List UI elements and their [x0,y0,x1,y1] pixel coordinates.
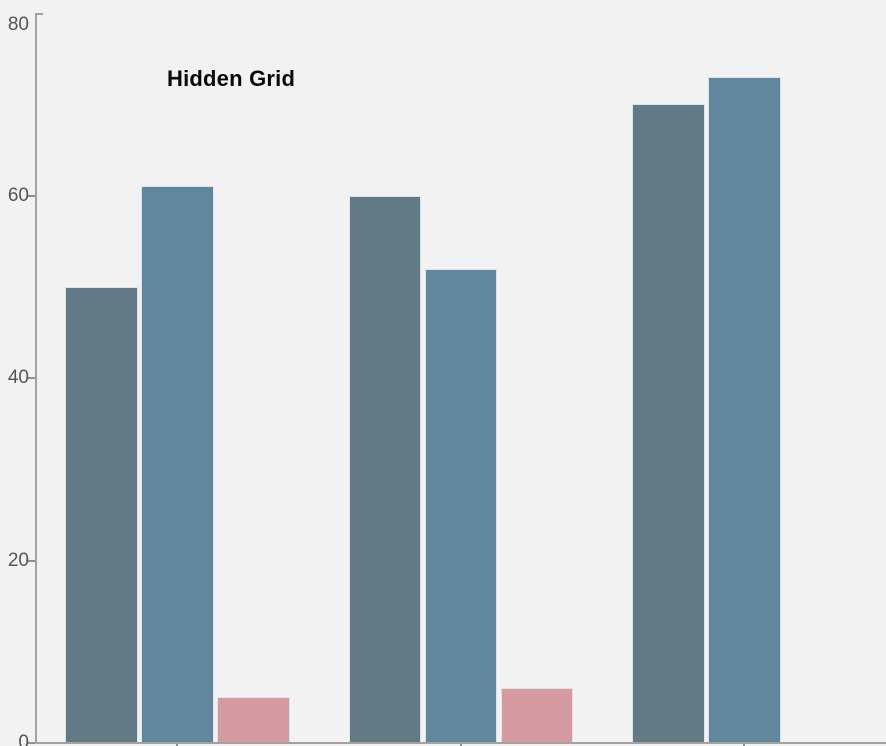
y-tick-label: 0 [18,732,29,746]
y-tick-mark [28,194,35,197]
y-tick-mark [28,377,35,379]
y-tick-label: 20 [7,549,29,571]
y-axis-top-cap [37,13,43,15]
bar-series-2-blue-group-1 [141,186,214,743]
y-axis-line [35,13,37,743]
y-tick-label: 40 [7,367,29,388]
y-tick-label: 60 [7,184,29,206]
y-tick-mark [28,559,35,562]
x-tick-mark [176,744,179,746]
bar-series-3-pink-group-2 [500,688,573,743]
chart-title: Hidden Grid [167,66,296,91]
y-tick-mark [28,742,35,744]
bar-series-1-slate-group-3 [632,104,705,743]
bar-series-2-blue-group-3 [708,76,781,743]
bar-series-1-slate-group-1 [65,286,138,743]
x-tick-mark [459,744,462,746]
bar-series-3-pink-group-1 [217,697,290,743]
x-axis-line [35,742,886,744]
bar-series-1-slate-group-2 [348,195,421,743]
x-tick-mark [743,744,746,746]
bar-series-2-blue-group-2 [424,268,497,743]
y-tick-label: 80 [7,14,29,35]
